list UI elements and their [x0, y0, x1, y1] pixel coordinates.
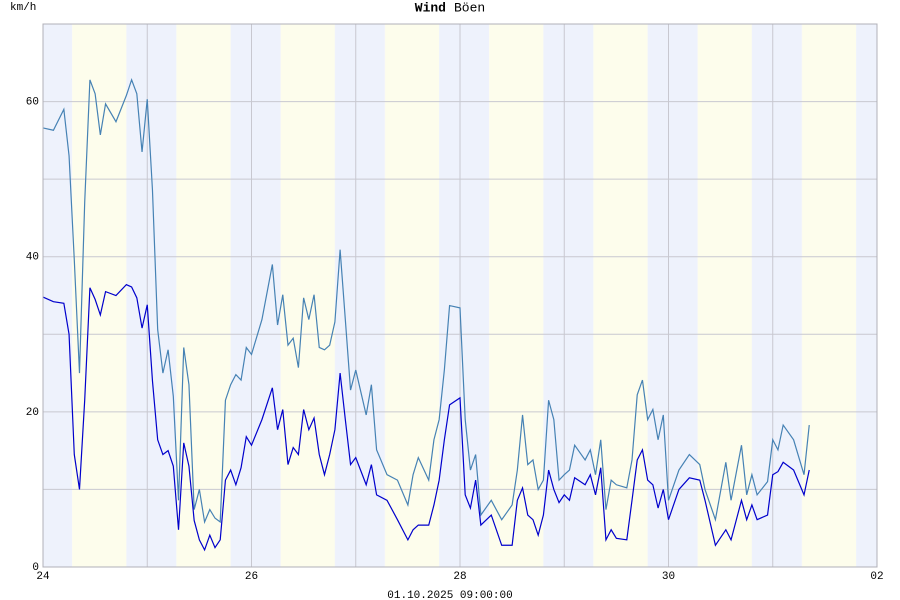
x-tick-label: 02: [870, 571, 883, 583]
x-tick-label: 24: [36, 571, 50, 583]
x-tick-label: 30: [662, 571, 675, 583]
x-tick-label: 26: [245, 571, 258, 583]
y-axis-label: km/h: [10, 2, 36, 14]
y-tick-label: 0: [32, 562, 39, 574]
legend-entry: Böen: [454, 0, 485, 15]
y-tick-label: 20: [26, 407, 39, 419]
lines: [42, 78, 810, 552]
y-tick-label: 40: [26, 252, 39, 264]
series-line: [42, 78, 810, 525]
series-line: [42, 283, 810, 552]
y-tick-label: 60: [26, 96, 39, 108]
legend-entry: Wind: [415, 0, 446, 15]
plot-frame: [42, 23, 878, 568]
x-tick-label: 28: [453, 571, 466, 583]
subtitle: 01.10.2025 09:00:00: [387, 590, 512, 600]
